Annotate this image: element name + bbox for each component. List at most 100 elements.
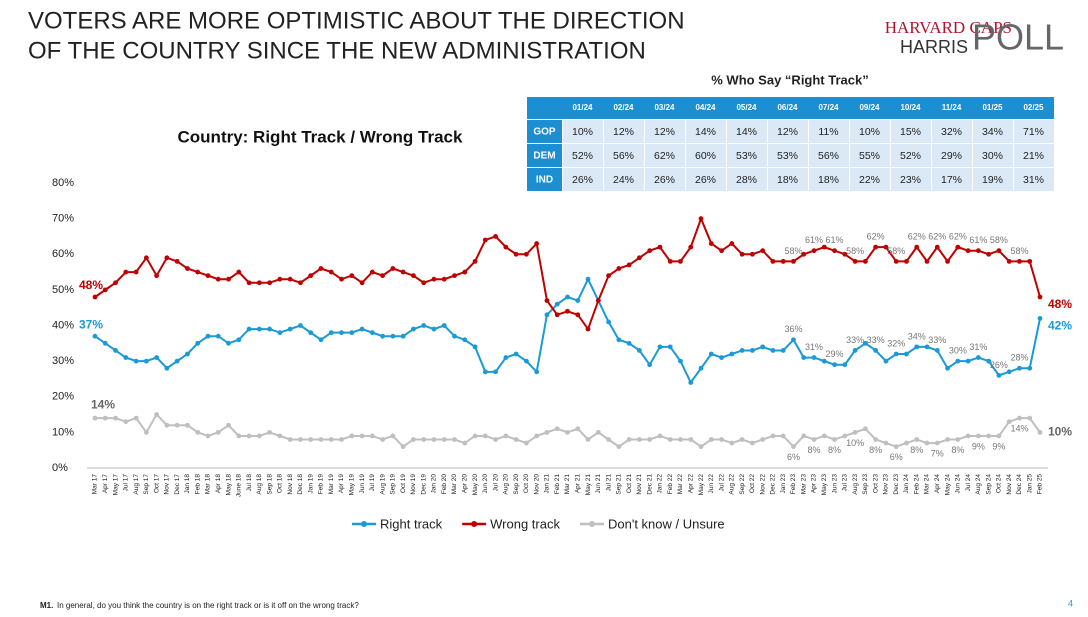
series-point (914, 437, 920, 442)
legend-label: Right track (380, 516, 443, 531)
series-point (616, 444, 622, 450)
series-point (945, 365, 950, 371)
series-point (287, 326, 293, 332)
x-tick-label: Apr 21 (574, 474, 581, 494)
series-point (482, 433, 488, 439)
x-tick-label: Jun 19 (359, 474, 366, 494)
table-cell: 29% (941, 150, 962, 162)
series-point (205, 433, 211, 439)
series-point (441, 437, 447, 442)
x-tick-label: Jun 21 (595, 474, 602, 494)
x-tick-label: Jul 21 (605, 474, 612, 492)
series-point (637, 348, 642, 353)
table-cell-bg (891, 144, 931, 167)
series-point (637, 437, 642, 442)
data-label: 8% (808, 445, 821, 455)
x-tick-label: Nov 20 (533, 474, 540, 495)
series-point (174, 422, 180, 428)
series-point (585, 326, 591, 332)
series-point (277, 330, 283, 336)
series-point (801, 251, 807, 257)
x-tick-label: Oct 19 (400, 474, 407, 494)
series-point (914, 344, 920, 350)
table-cell: 11% (818, 126, 838, 138)
data-label: 61% (969, 235, 987, 245)
table-cell-bg (645, 144, 685, 167)
x-tick-label: Jul 18 (246, 474, 253, 492)
x-tick-label: Mar 21 (564, 474, 571, 495)
x-tick-label: Feb 21 (554, 474, 561, 495)
series-point (893, 258, 899, 264)
table-cell: 12% (777, 126, 798, 138)
table-cell-bg (563, 168, 603, 191)
series-point (873, 348, 879, 353)
series-point (513, 251, 519, 257)
series-point (102, 340, 108, 346)
data-label: 62% (928, 232, 946, 242)
series-point (143, 429, 149, 435)
series-point (595, 298, 601, 303)
x-tick-label: Nov 21 (636, 474, 643, 495)
series-point (236, 433, 242, 439)
footnote-label: M1. (40, 601, 53, 610)
series-point (154, 355, 160, 360)
x-tick-label: Mar 20 (451, 474, 458, 495)
x-tick-label: Aug 24 (975, 474, 982, 495)
table-cell-bg (727, 168, 767, 191)
y-tick-label: 70% (52, 213, 74, 225)
table-row-label-bg (527, 120, 562, 143)
series-point (924, 440, 930, 446)
table-row-label-bg (527, 168, 562, 191)
x-tick-label: Nov 24 (1006, 474, 1013, 495)
series-point (113, 280, 118, 286)
series-point (174, 258, 180, 264)
x-tick-label: May 24 (944, 474, 951, 496)
series-point (996, 372, 1002, 378)
x-tick-label: Oct 20 (523, 474, 530, 494)
series-point (708, 241, 714, 246)
series-point (729, 241, 735, 246)
x-tick-label: Oct 21 (626, 474, 633, 494)
x-tick-label: Aug 22 (729, 474, 736, 495)
series-point (236, 269, 242, 275)
series-point (842, 362, 848, 368)
series-point (667, 258, 673, 264)
series-point (267, 429, 273, 435)
data-label: 61% (805, 235, 823, 245)
series-point (493, 234, 498, 239)
series-point (647, 362, 653, 368)
series-point (873, 244, 879, 250)
series-point (575, 426, 581, 432)
series-point (102, 287, 108, 293)
x-tick-label: Feb 22 (667, 474, 674, 495)
logo-harvard: HARVARD CAPS (885, 18, 1012, 37)
data-label: 31% (805, 342, 823, 352)
series-point (739, 348, 745, 353)
series-point (513, 351, 519, 357)
legend-marker (361, 521, 367, 527)
series-point (267, 280, 273, 286)
series-point (277, 433, 283, 439)
x-tick-label: May 19 (349, 474, 356, 496)
series-point (133, 415, 139, 421)
data-label: 61% (826, 235, 844, 245)
series-point (1017, 258, 1022, 264)
series-point (1027, 365, 1033, 371)
data-label: 33% (928, 335, 946, 345)
series-point (380, 333, 386, 339)
series-point (657, 344, 663, 350)
x-tick-label: Nov 18 (287, 474, 294, 495)
x-tick-label: Dec 23 (893, 474, 900, 495)
x-tick-label: Oct 23 (872, 474, 879, 494)
table-cell: 22% (859, 174, 880, 186)
x-tick-label: May 22 (698, 474, 705, 496)
series-point (298, 280, 303, 286)
table-cell-bg (850, 120, 890, 143)
x-tick-label: Oct 22 (749, 474, 756, 494)
series-point (328, 330, 334, 336)
x-tick-label: Mar 24 (924, 474, 931, 495)
series-point (832, 437, 837, 442)
series-point (400, 269, 406, 275)
x-tick-label: Jul 20 (492, 474, 499, 492)
